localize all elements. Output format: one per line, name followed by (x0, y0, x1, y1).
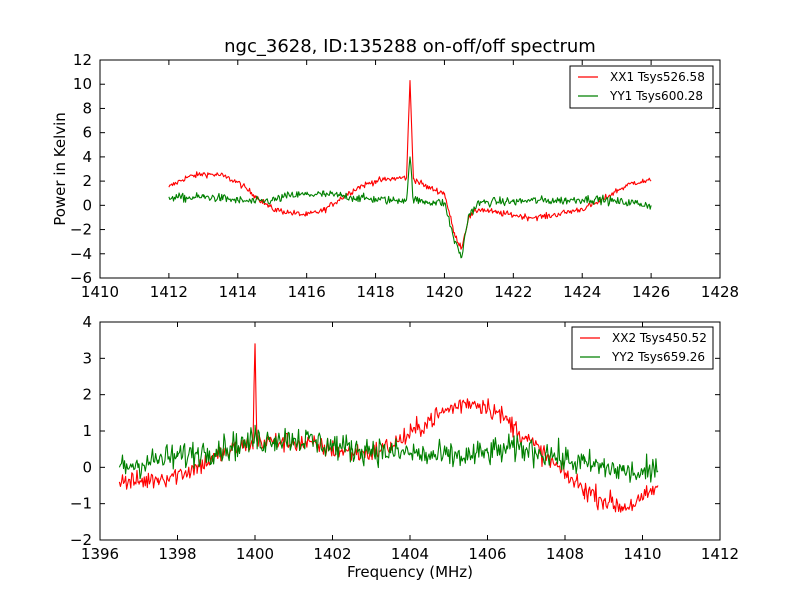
x-tick-label: 1416 (288, 283, 326, 301)
x-axis-label: Frequency (MHz) (347, 563, 473, 581)
y-tick-label: 4 (82, 313, 92, 331)
chart-title: ngc_3628, ID:135288 on-off/off spectrum (224, 36, 596, 57)
x-tick-label: 1400 (236, 545, 274, 563)
y-tick-label: 4 (82, 148, 92, 166)
top-chart-panel: ngc_3628, ID:135288 on-off/off spectrum … (51, 36, 739, 301)
y-tick-label: 2 (82, 386, 92, 404)
x-tick-label: 1410 (81, 283, 119, 301)
y-tick-label: 1 (82, 422, 92, 440)
top-legend: XX1 Tsys526.58 YY1 Tsys600.28 (569, 65, 714, 109)
x-tick-label: 1420 (425, 283, 463, 301)
y-tick-label: 10 (73, 75, 92, 93)
y-tick-label: 3 (82, 349, 92, 367)
legend-box (569, 65, 714, 109)
x-tick-label: 1412 (150, 283, 188, 301)
legend-label-yy1: YY1 Tsys600.28 (609, 89, 703, 103)
x-tick-label: 1424 (563, 283, 601, 301)
series-line-yy1 (168, 156, 652, 259)
series-line-xx1 (168, 80, 652, 250)
y-tick-label: 8 (82, 99, 92, 117)
y-tick-label: 0 (82, 458, 92, 476)
x-tick-label: 1396 (81, 545, 119, 563)
x-tick-label: 1428 (701, 283, 739, 301)
y-tick-label: 12 (73, 51, 92, 69)
y-tick-label: −6 (70, 269, 92, 287)
x-tick-label: 1410 (623, 545, 661, 563)
y-tick-label: −2 (70, 531, 92, 549)
x-tick-label: 1408 (546, 545, 584, 563)
y-tick-label: 6 (82, 124, 92, 142)
plot-frame (99, 59, 721, 279)
series-line-yy2 (118, 424, 659, 483)
y-tick-label: 0 (82, 196, 92, 214)
y-tick-label: −2 (70, 221, 92, 239)
bottom-legend: XX2 Tsys450.52 YY2 Tsys659.26 (571, 326, 714, 370)
x-tick-label: 1412 (701, 545, 739, 563)
x-tick-label: 1426 (632, 283, 670, 301)
bottom-chart-panel: Frequency (MHz) 1396 1398 1400 1402 1404 1406… (70, 313, 739, 581)
x-tick-label: 1402 (313, 545, 351, 563)
x-tick-label: 1422 (494, 283, 532, 301)
x-tick-label: 1404 (391, 545, 429, 563)
y-tick-label: −1 (70, 495, 92, 513)
top-plot-area: 1410 1412 1414 1416 1418 1420 1422 1424 1426 1428… (70, 51, 739, 301)
x-tick-label: 1406 (468, 545, 506, 563)
legend-label-xx1: XX1 Tsys526.58 (610, 70, 705, 84)
x-tick-label: 1418 (356, 283, 394, 301)
legend-label-xx2: XX2 Tsys450.52 (612, 331, 707, 345)
y-tick-label: 2 (82, 172, 92, 190)
bottom-plot-area: 1396 1398 1400 1402 1404 1406 1408 1410 1412−2−1… (70, 313, 739, 563)
y-axis-label: Power in Kelvin (51, 112, 69, 226)
x-tick-label: 1398 (158, 545, 196, 563)
y-tick-label: −4 (70, 245, 92, 263)
legend-label-yy2: YY2 Tsys659.26 (611, 350, 705, 364)
legend-box (571, 326, 714, 370)
x-tick-label: 1414 (219, 283, 257, 301)
